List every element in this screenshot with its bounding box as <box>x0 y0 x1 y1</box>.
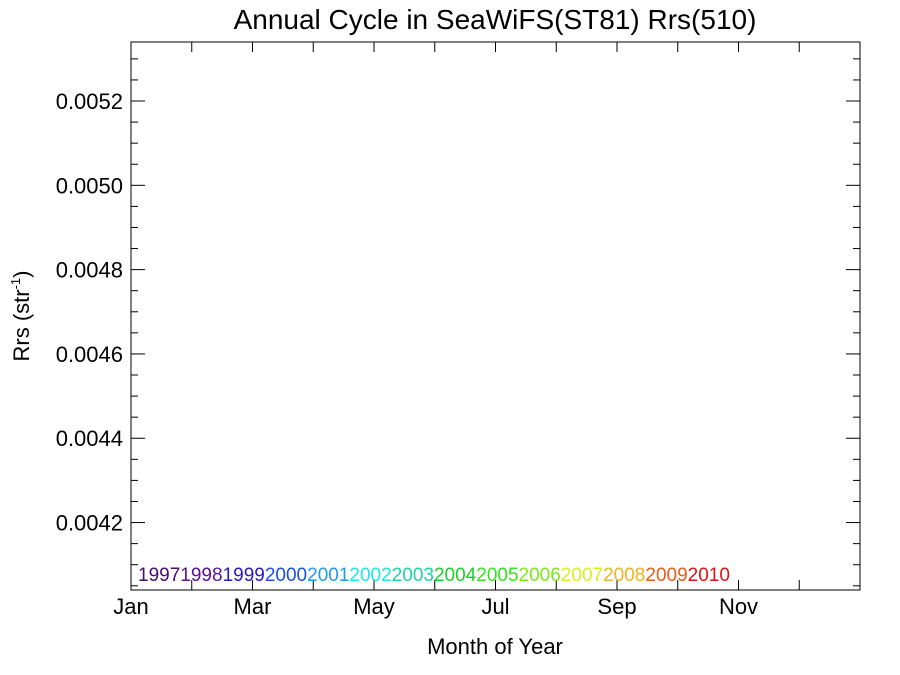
y-tick-label: 0.0044 <box>56 426 123 451</box>
legend-item-2003: 2003 <box>392 565 434 586</box>
legend-item-2004: 2004 <box>434 565 477 586</box>
x-tick-label: Mar <box>234 594 272 619</box>
plot-frame <box>130 41 861 591</box>
y-axis-label-close: ) <box>9 271 34 278</box>
y-tick-label: 0.0052 <box>56 89 123 114</box>
y-axis-label: Rrs (str-1) <box>8 271 34 362</box>
x-tick-label: Jul <box>481 594 509 619</box>
legend-item-1999: 1999 <box>223 565 265 586</box>
legend-item-2006: 2006 <box>519 565 561 586</box>
legend-item-2010: 2010 <box>688 565 730 586</box>
legend-item-2009: 2009 <box>645 565 687 586</box>
legend-item-1998: 1998 <box>180 565 222 586</box>
y-axis-label-superscript: -1 <box>8 278 23 290</box>
x-tick-label: Nov <box>719 594 758 619</box>
y-tick-label: 0.0048 <box>56 258 123 283</box>
legend-item-2000: 2000 <box>265 565 307 586</box>
chart-title: Annual Cycle in SeaWiFS(ST81) Rrs(510) <box>234 4 757 35</box>
x-tick-label: Sep <box>597 594 636 619</box>
x-axis-label: Month of Year <box>427 634 563 659</box>
y-axis-ticks: 0.0042 0.0044 0.0046 0.0048 0.0050 0.0052 <box>56 58 860 587</box>
y-axis-label-base: Rrs (str <box>9 289 34 361</box>
legend-item-2002: 2002 <box>349 565 391 586</box>
legend-item-2007: 2007 <box>561 565 603 586</box>
legend-item-2008: 2008 <box>603 565 645 586</box>
legend-item-2001: 2001 <box>307 565 349 586</box>
y-tick-label: 0.0050 <box>56 173 123 198</box>
x-axis-ticks: Jan Mar May Jul Sep Nov <box>113 42 861 619</box>
y-tick-label: 0.0046 <box>56 342 123 367</box>
legend-row: 1997199819992000200120022003200420052006… <box>138 565 730 586</box>
legend: 1997199819992000200120022003200420052006… <box>138 565 730 586</box>
x-tick-label: May <box>353 594 395 619</box>
x-tick-label: Jan <box>113 594 148 619</box>
y-tick-label: 0.0042 <box>56 511 123 536</box>
legend-item-1997: 1997 <box>138 565 180 586</box>
legend-item-2005: 2005 <box>476 565 518 586</box>
